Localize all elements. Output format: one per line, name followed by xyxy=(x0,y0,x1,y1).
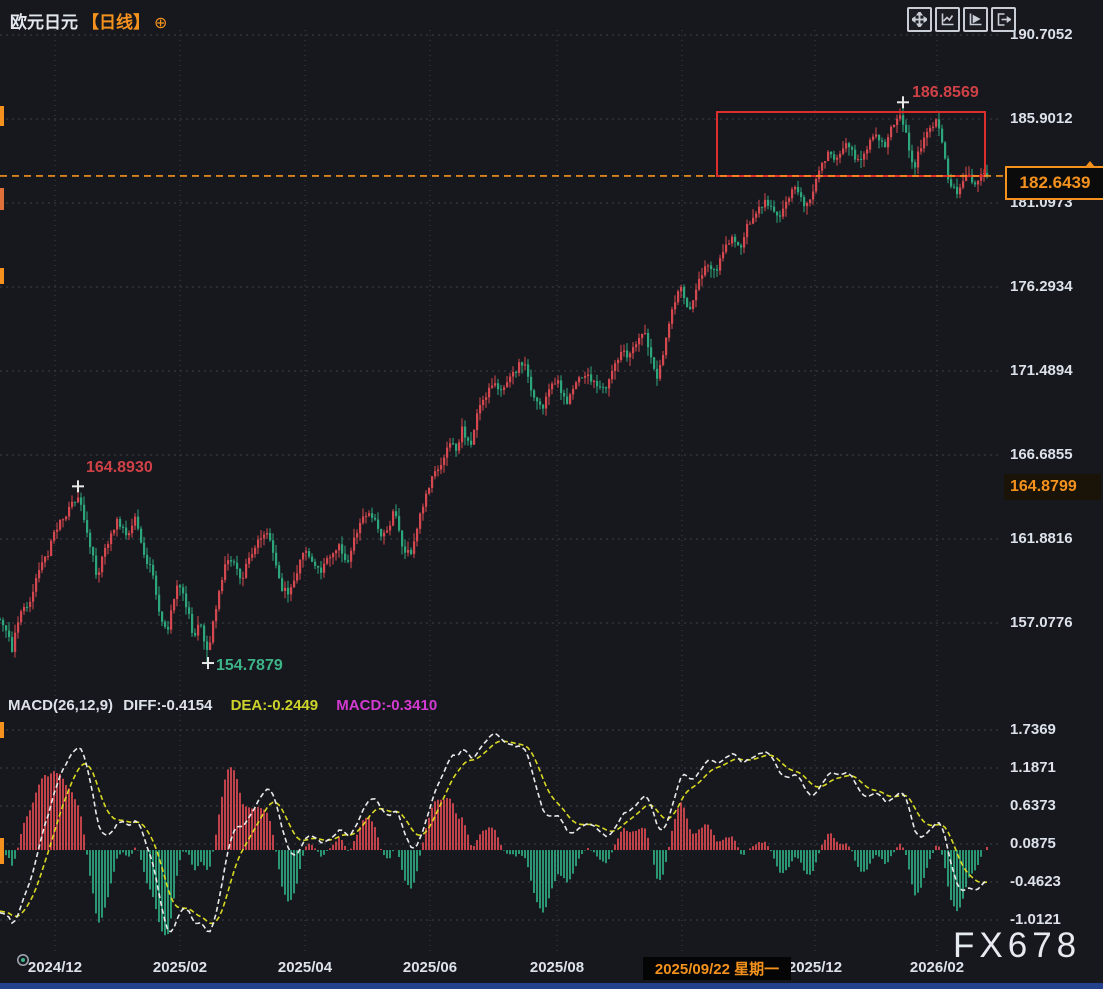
left-edge-fragment xyxy=(0,268,4,284)
pan-icon[interactable] xyxy=(907,7,932,32)
chart-toolbar xyxy=(907,7,1016,32)
price-axis-label: 185.9012 xyxy=(1010,110,1073,127)
left-edge-fragment xyxy=(0,106,4,126)
annotations xyxy=(0,96,1103,864)
macd-axis-label: 1.7369 xyxy=(1010,720,1056,738)
price-axis-label: 176.2934 xyxy=(1010,277,1073,295)
macd-dea-value: DEA:-0.2449 xyxy=(230,697,319,714)
current-price-badge: 182.6439 xyxy=(1005,166,1103,200)
bottom-scrollbar[interactable] xyxy=(0,983,1103,989)
gridlines xyxy=(0,30,1000,952)
scale-axes-icon[interactable] xyxy=(935,7,960,32)
time-axis-label: 2025/08 xyxy=(529,959,585,976)
time-axis-label: 2025/06 xyxy=(402,959,458,976)
macd-title: MACD(26,12,9) xyxy=(8,697,114,714)
range-rectangle xyxy=(716,111,986,177)
exit-icon[interactable] xyxy=(991,7,1016,32)
left-edge-fragment xyxy=(0,838,4,864)
time-axis-label: 2025/04 xyxy=(277,959,333,976)
time-axis-label: 2024/12 xyxy=(27,959,83,976)
price-axis-label: 190.7052 xyxy=(1010,25,1073,43)
price-axis-label: 166.6855 xyxy=(1010,445,1073,463)
macd-axis-label: 0.0875 xyxy=(1010,835,1056,852)
chart-title: 欧元日元 【日线】 ⊕ xyxy=(10,8,167,33)
left-edge-fragment xyxy=(0,188,4,210)
macd-header: MACD(26,12,9) DIFF:-0.4154 DEA:-0.2449 M… xyxy=(8,697,451,714)
highlight-price-badge: 164.8799 xyxy=(1004,474,1101,500)
macd-axis-label: 1.1871 xyxy=(1010,758,1056,776)
symbol-name: 欧元日元 xyxy=(10,13,78,32)
price-axis-label: 161.8816 xyxy=(1010,529,1073,547)
left-peak-annotation: 164.8930 xyxy=(86,459,153,476)
timeframe-label: 【日线】 xyxy=(82,13,150,32)
circle-plus-icon[interactable]: ⊕ xyxy=(154,15,168,32)
price-axis-label: 171.4894 xyxy=(1010,362,1073,379)
time-axis-label: 2025/12 xyxy=(787,959,843,976)
time-axis-label: 2025/02 xyxy=(152,959,208,976)
macd-panel xyxy=(0,732,988,936)
price-axis-label: 157.0776 xyxy=(1010,614,1073,631)
watermark: FX678 xyxy=(953,926,1082,965)
indicator-icon[interactable] xyxy=(963,7,988,32)
macd-macd-value: MACD:-0.3410 xyxy=(336,697,438,714)
left-edge-fragment xyxy=(0,722,4,738)
time-axis-label: 2026/02 xyxy=(909,959,965,976)
date-tooltip: 2025/09/22 星期一 xyxy=(643,957,791,980)
macd-axis-label: -1.0121 xyxy=(1010,911,1061,928)
macd-axis-label: 0.6373 xyxy=(1010,796,1056,814)
macd-diff-value: DIFF:-0.4154 xyxy=(123,697,213,714)
macd-axis-label: -0.4623 xyxy=(1010,873,1061,890)
axis-corner-icon[interactable] xyxy=(16,953,30,972)
low-annotation: 154.7879 xyxy=(216,657,283,674)
candles xyxy=(0,102,989,664)
high-annotation: 186.8569 xyxy=(912,84,979,101)
